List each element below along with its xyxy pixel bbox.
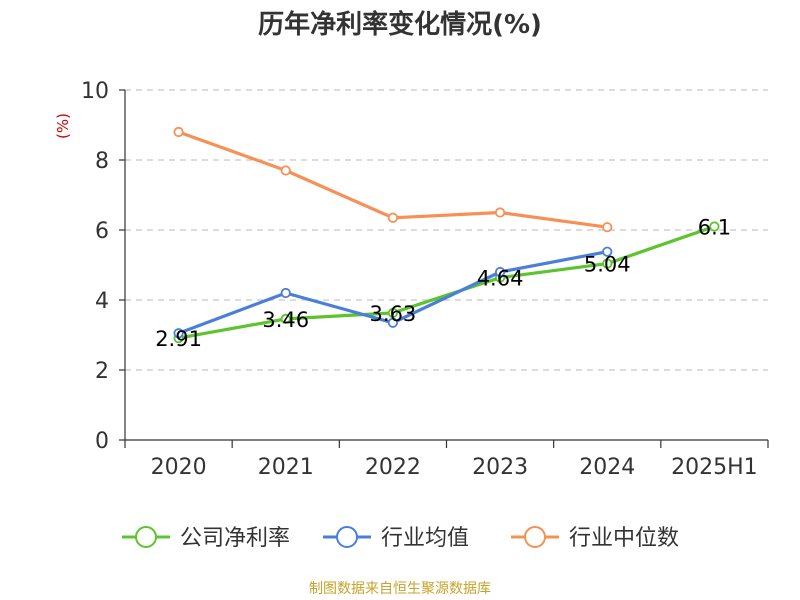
chart-title: 历年净利率变化情况(%) [258,10,542,40]
x-tick-label: 2022 [365,455,421,480]
grid-layer [125,89,768,371]
x-tick-label: 2024 [579,455,635,480]
axis-layer: 0 2 4 6 8 10 2020 2021 2022 2023 2024 2025H1 [81,79,769,480]
legend-marker [524,526,546,548]
data-point [173,126,184,138]
legend[interactable]: 公司净利率 行业均值 行业中位数 [122,526,679,551]
data-point [387,317,399,328]
legend-marker [336,526,358,548]
data-point [280,313,291,324]
data-point [602,246,613,257]
y-axis-label: (%) [54,113,72,139]
legend-label: 行业均值 [381,526,469,551]
x-tick-label: 2021 [258,455,314,480]
data-point [173,328,184,339]
x-tick-label: 2025H1 [671,455,758,480]
y-tick-label: 6 [95,219,109,244]
y-tick-label: 4 [95,289,109,314]
data-point [280,165,291,176]
x-tick-label: 2023 [472,455,528,480]
label-layer: 2.91 3.46 3.63 4.64 5.04 6.1 [155,216,731,352]
data-point [280,287,291,299]
y-tick-label: 2 [95,359,109,384]
data-label: 3.63 [370,302,417,326]
data-point [387,212,399,223]
x-tick-label: 2020 [151,455,207,480]
y-tick-label: 10 [81,79,109,104]
series-layer [173,126,720,344]
data-label: 2.91 [155,327,202,351]
legend-label: 公司净利率 [180,526,290,551]
legend-item-1[interactable]: 行业均值 [323,526,469,551]
data-point [602,222,613,233]
data-point [494,207,506,218]
y-tick-label: 0 [95,429,109,454]
data-point [494,266,506,278]
data-label: 3.46 [262,308,309,332]
series-line-0 [178,224,715,340]
data-label: 5.04 [584,253,631,277]
data-point [602,258,613,269]
data-point [709,221,720,232]
data-point [387,307,399,319]
legend-marker [135,526,157,548]
data-label: 4.64 [477,267,524,291]
legend-label: 行业中位数 [569,526,679,551]
source-note: 制图数据来自恒生聚源数据库 [309,581,491,597]
legend-item-0[interactable]: 公司净利率 [122,526,290,551]
legend-item-2[interactable]: 行业中位数 [511,526,679,551]
data-label: 6.1 [698,216,731,240]
y-tick-label: 8 [95,149,109,174]
